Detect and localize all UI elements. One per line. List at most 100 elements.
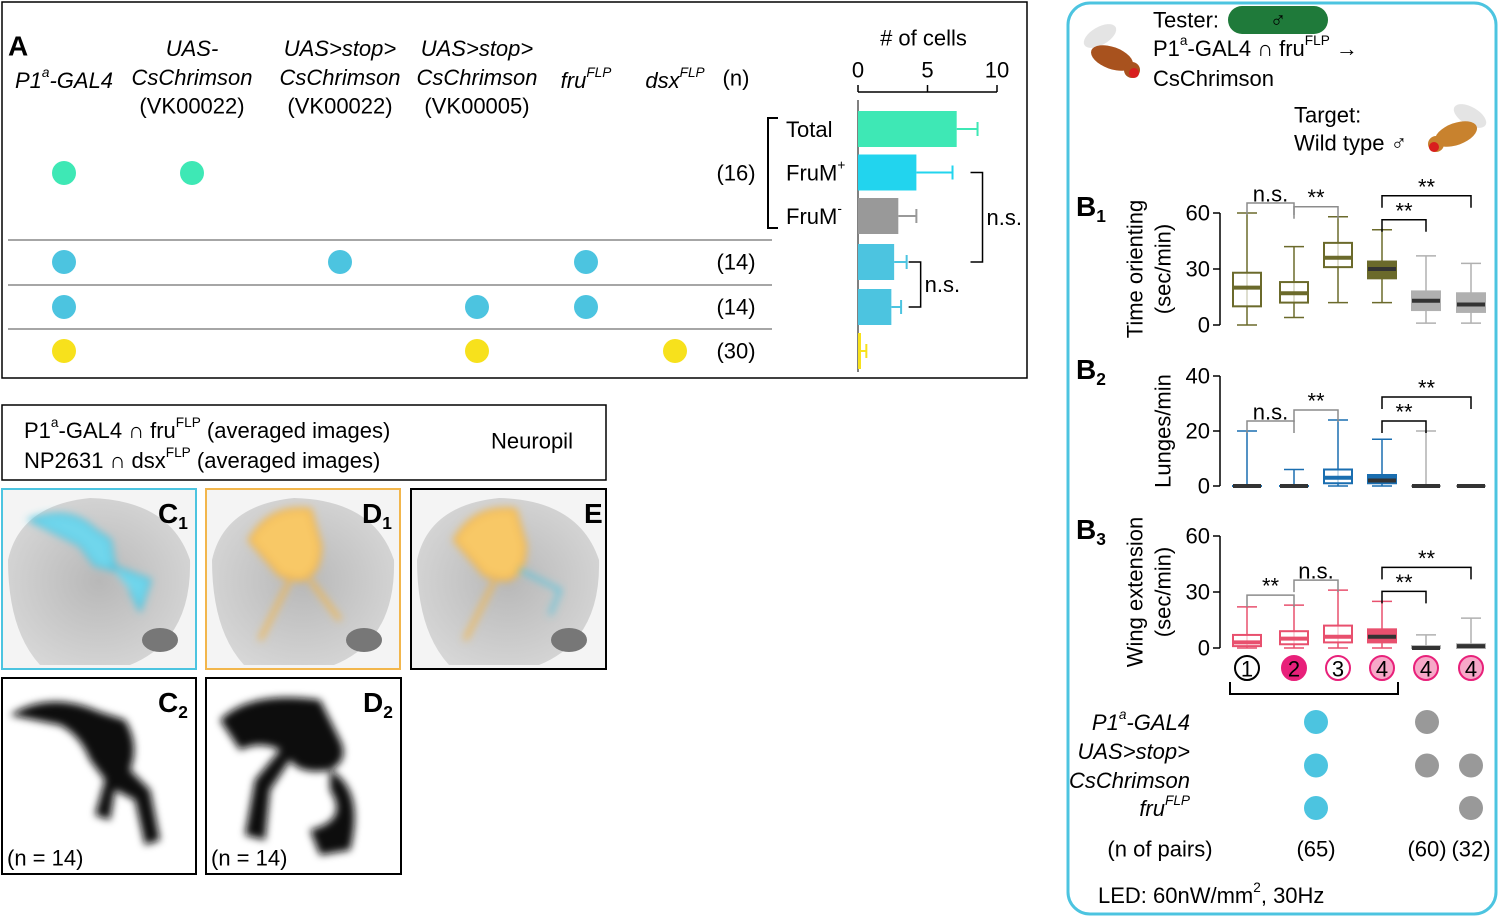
genotype-dot — [1459, 753, 1483, 778]
legend-text: P1a-GAL4 ∩ fruFLP (averaged images) — [24, 415, 390, 443]
bar-label: FruM+ — [786, 158, 845, 186]
panel-label: E — [584, 498, 603, 529]
column-insertion: (VK00005) — [424, 94, 529, 119]
column-header: UAS>stop> — [284, 36, 397, 61]
genotype-label-sup: a — [1119, 707, 1127, 722]
comparison-bracket — [970, 171, 984, 263]
comparison-label: ** — [1307, 185, 1325, 210]
comparison-label: ** — [1418, 376, 1436, 401]
genotype-dot — [574, 250, 598, 274]
group-circle — [1369, 655, 1395, 681]
bar-label-part: Total — [786, 117, 832, 142]
comparison-label: ** — [1262, 574, 1280, 599]
y-tick-label: 60 — [1186, 201, 1210, 226]
column-header-sup: FLP — [680, 65, 705, 80]
y-tick-label: 0 — [1198, 313, 1210, 338]
bar-label: Total — [786, 117, 832, 142]
comparison-label: ** — [1307, 389, 1325, 414]
panel-label-sub: 2 — [178, 702, 188, 722]
genotype-label: CsChrimson — [1069, 768, 1190, 793]
column-header-part: -GAL4 — [49, 68, 113, 93]
panel-label: C1 — [158, 498, 188, 534]
legend-text-sup: FLP — [166, 445, 191, 460]
x-tick-label: 0 — [852, 58, 864, 83]
genotype-dot — [465, 295, 489, 319]
column-header-sup: FLP — [586, 65, 611, 80]
x-tick-label: 10 — [985, 58, 1009, 83]
comparison-bracket — [1381, 590, 1427, 604]
column-header-part: UAS>stop> — [284, 36, 397, 61]
panel-label-part: D — [363, 687, 383, 718]
tester-label: Tester: — [1153, 8, 1219, 33]
y-axis-label: Time orienting — [1123, 200, 1148, 339]
y-tick-label: 60 — [1186, 524, 1210, 549]
bar — [858, 198, 899, 234]
column-header: P1a-GAL4 — [15, 65, 113, 93]
image-e — [410, 488, 607, 670]
panel-label-part: C — [158, 687, 178, 718]
led-note: LED: 60nW/mm2, 30Hz — [1098, 880, 1324, 908]
comparison-bracket — [1381, 195, 1472, 208]
panel-label-sub: 1 — [382, 513, 392, 533]
column-header-part: CsChrimson — [279, 65, 400, 90]
column-insertion: (VK00022) — [139, 94, 244, 119]
column-insertion: (VK00022) — [287, 94, 392, 119]
column-header-sup: a — [42, 65, 50, 80]
target-fly-icon — [1428, 104, 1487, 152]
comparison-bracket — [1381, 420, 1427, 433]
genotype-dot — [663, 339, 687, 363]
comparison-label: ** — [1395, 570, 1413, 595]
y-tick-label: 0 — [1198, 474, 1210, 499]
bar — [858, 289, 892, 325]
n-value: (60) — [1407, 837, 1446, 862]
comparison-bracket — [908, 261, 922, 308]
panel-label: A — [8, 31, 28, 62]
legend-text-sup: FLP — [176, 415, 201, 430]
legend-text: Neuropil — [491, 429, 573, 454]
group-bracket — [1229, 682, 1399, 695]
genotype-label-part: UAS>stop> — [1077, 739, 1190, 764]
group-circle — [1281, 655, 1307, 681]
target-label: Target: — [1294, 103, 1361, 128]
n-value: (30) — [716, 339, 755, 364]
comparison-label: n.s. — [925, 272, 960, 297]
tester-genotype-part: CsChrimson — [1153, 66, 1274, 91]
genotype-dot — [574, 295, 598, 319]
bar-group-bracket — [767, 117, 778, 229]
genotype-dot — [1415, 710, 1439, 734]
panel-label-part: E — [584, 498, 603, 529]
genotype-dot — [328, 250, 352, 274]
comparison-label: n.s. — [987, 205, 1022, 230]
comparison-bracket — [1246, 594, 1295, 608]
n-header: (n) — [723, 66, 750, 91]
y-axis-label: Wing extension — [1123, 517, 1148, 667]
genotype-dot — [1415, 753, 1439, 778]
comparison-bracket — [1293, 205, 1339, 219]
y-tick-label: 30 — [1186, 257, 1210, 282]
legend-text-part: (averaged images) — [191, 448, 381, 473]
n-note: (n = 14) — [211, 846, 287, 871]
comparison-bracket — [1381, 396, 1472, 409]
panel-a-frame — [1, 1, 1028, 379]
bar-label: FruM- — [786, 201, 842, 229]
column-header-part: CsChrimson — [416, 65, 537, 90]
bar-chart-title: # of cells — [880, 26, 967, 51]
comparison-label: ** — [1395, 198, 1413, 223]
column-header: CsChrimson — [279, 65, 400, 90]
genotype-label: P1a-GAL4 — [1092, 707, 1190, 735]
y-axis-label: (sec/min) — [1151, 547, 1176, 637]
column-header-part: fru — [561, 68, 587, 93]
comparison-bracket — [1246, 420, 1295, 433]
genotype-label-part: P1 — [1092, 710, 1119, 735]
column-header-part: dsx — [645, 68, 680, 93]
target-genotype: Wild type ♂ — [1294, 131, 1407, 156]
tester-pill — [1228, 6, 1328, 34]
genotype-label-part: fru — [1139, 796, 1165, 821]
comparison-label: n.s. — [1253, 400, 1288, 425]
bar — [858, 333, 861, 369]
panel-label-sub: 2 — [383, 702, 393, 722]
group-number: 4 — [1465, 657, 1477, 682]
group-number: 2 — [1288, 657, 1300, 682]
tester-genotype-sup: a — [1180, 33, 1188, 48]
group-circle — [1234, 655, 1260, 681]
